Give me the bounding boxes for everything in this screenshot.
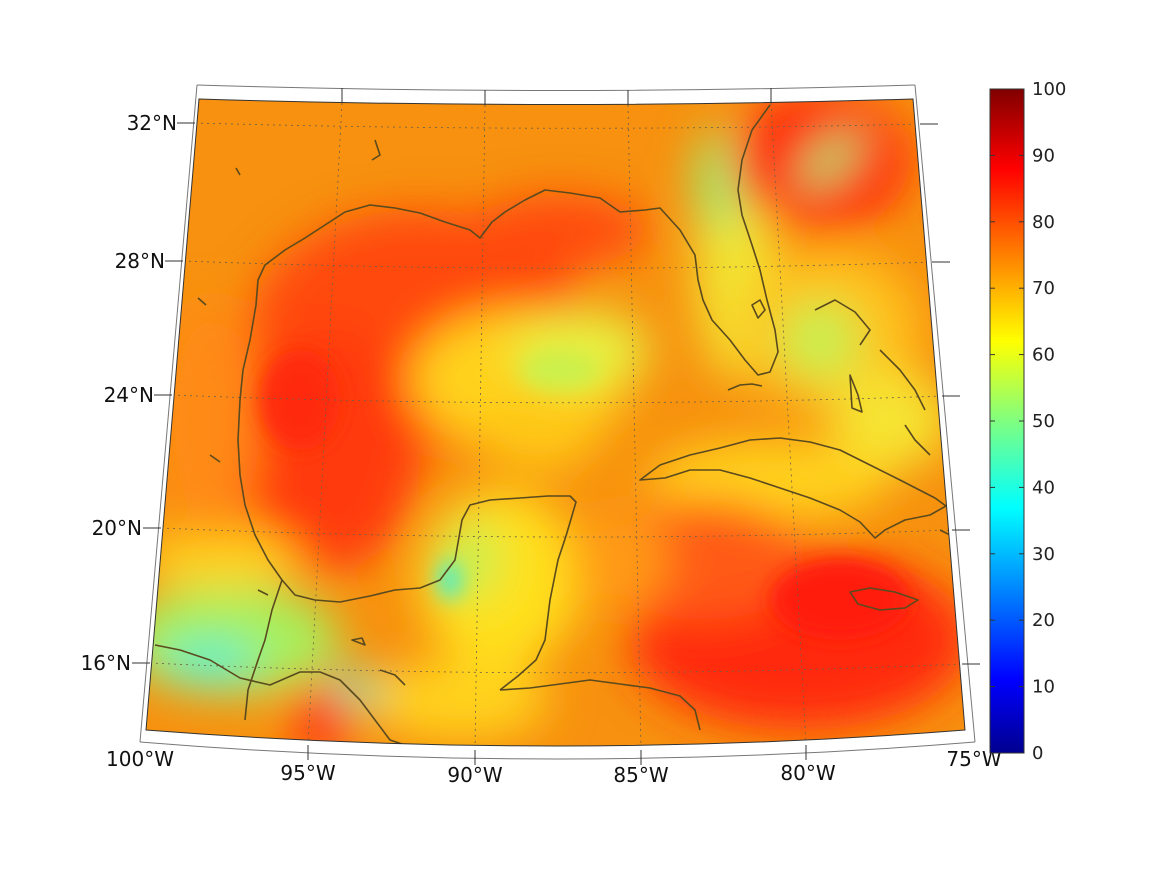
colorbar-tick-label: 70 xyxy=(1032,278,1055,299)
colorbar-ticks xyxy=(990,88,1024,754)
colorbar-tick-label: 90 xyxy=(1032,145,1055,166)
lon-label-100: 100°W xyxy=(106,747,174,771)
lon-label-85: 85°W xyxy=(613,763,668,787)
colorbar: 0 10 20 30 40 50 60 70 80 90 100 xyxy=(989,79,1066,764)
lat-label-32: 32°N xyxy=(127,111,177,135)
colorbar-tick-label: 10 xyxy=(1032,677,1055,698)
colorbar-tick-label: 80 xyxy=(1032,212,1055,233)
colorbar-tick-labels: 0 10 20 30 40 50 60 70 80 90 100 xyxy=(1032,79,1066,764)
lon-label-90: 90°W xyxy=(447,763,502,787)
colorbar-tick-label: 30 xyxy=(1032,544,1055,565)
colorbar-tick-label: 40 xyxy=(1032,477,1055,498)
colorbar-tick-label: 50 xyxy=(1032,411,1055,432)
lat-label-28: 28°N xyxy=(115,249,165,273)
colorbar-tick-label: 60 xyxy=(1032,345,1055,366)
longitude-labels: 100°W 95°W 90°W 85°W 80°W 75°W xyxy=(106,747,1002,787)
lat-label-24: 24°N xyxy=(104,383,154,407)
colorbar-tick-label: 20 xyxy=(1032,610,1055,631)
colorbar-tick-label: 0 xyxy=(1032,743,1043,764)
lat-label-20: 20°N xyxy=(92,516,142,540)
lon-label-80: 80°W xyxy=(780,761,835,785)
colorbar-tick-label: 100 xyxy=(1032,79,1066,100)
heatmap-field xyxy=(146,99,965,746)
colorbar-gradient xyxy=(989,88,1025,754)
graticule xyxy=(149,102,963,746)
lon-label-95: 95°W xyxy=(280,761,335,785)
lat-label-16: 16°N xyxy=(81,651,131,675)
latitude-labels: 32°N 28°N 24°N 20°N 16°N xyxy=(81,111,177,675)
map-frame xyxy=(132,84,980,765)
